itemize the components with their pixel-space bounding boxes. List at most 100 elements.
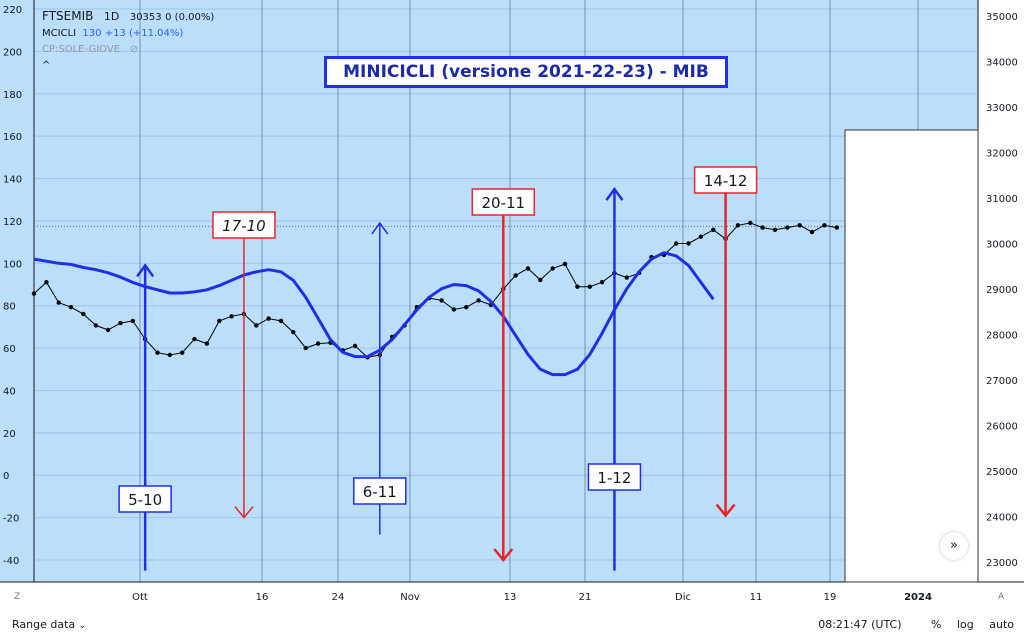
future-area-box <box>844 129 979 583</box>
left-tick-label: 180 <box>3 90 22 101</box>
price-point <box>204 341 210 346</box>
price-point <box>68 305 74 310</box>
marker-label-box <box>118 485 172 513</box>
auto-scale-toggle[interactable]: auto <box>989 618 1014 631</box>
right-tick-label: 25000 <box>986 467 1018 478</box>
auto-corner-label[interactable]: A <box>998 592 1005 602</box>
left-tick-label: 40 <box>3 386 16 397</box>
price-point <box>674 241 679 246</box>
price-point <box>315 341 321 346</box>
price-point <box>118 320 123 326</box>
price-point <box>180 350 185 355</box>
marker-label: 14-12 <box>704 172 748 190</box>
left-tick-label: 100 <box>3 259 22 270</box>
time-tick-label: 16 <box>256 592 269 603</box>
time-tick-label: Dic <box>675 592 691 603</box>
price-point <box>167 352 172 358</box>
range-data-button[interactable]: Range data ⌄ <box>12 618 86 631</box>
clock-time[interactable]: 08:21:47 (UTC) <box>818 618 902 631</box>
left-tick-label: 220 <box>3 5 22 16</box>
price-point <box>44 280 49 285</box>
price-point <box>599 280 605 285</box>
time-axis-background <box>0 582 1024 610</box>
percent-scale-toggle[interactable]: % <box>931 618 942 631</box>
zoom-corner-label[interactable]: Z <box>14 592 21 602</box>
indicator-value: 130 <box>82 28 102 39</box>
price-point <box>439 298 444 303</box>
eye-hidden-icon[interactable]: ⊘ <box>129 44 138 55</box>
right-tick-label: 29000 <box>986 285 1018 296</box>
price-point <box>291 330 296 335</box>
time-tick-label: Nov <box>400 592 420 603</box>
right-tick-label: 23000 <box>986 558 1018 569</box>
price-point <box>538 277 543 283</box>
price-point <box>550 266 555 271</box>
price-point <box>464 305 469 310</box>
cycle-markers: 5-10 17-10 6-11 20-11 1-12 14-12 <box>118 166 758 571</box>
price-point <box>303 345 308 351</box>
price-point <box>587 284 592 289</box>
interval-label[interactable]: 1D <box>103 10 120 23</box>
price-point <box>278 318 284 324</box>
chart-legend: FTSEMIB 1D 30353 0 (0.00%) MCICLI 130 +1… <box>42 8 214 74</box>
indicator-change: +13 (+11.04%) <box>104 28 184 39</box>
price-point <box>834 225 839 230</box>
right-tick-label: 28000 <box>986 331 1018 342</box>
price-point <box>451 307 457 312</box>
price-point <box>822 223 827 228</box>
price-point <box>698 234 704 239</box>
chevron-down-icon: ⌄ <box>78 621 87 631</box>
left-tick-label: 160 <box>3 132 22 143</box>
arrow-down-icon <box>234 506 254 519</box>
right-tick-label: 33000 <box>986 103 1018 114</box>
left-tick-label: 20 <box>3 429 16 440</box>
price-point <box>562 261 568 267</box>
left-tick-label: 140 <box>3 175 22 186</box>
marker-label: 20-11 <box>482 194 526 212</box>
left-tick-label: 60 <box>3 344 16 355</box>
marker-label: 17-10 <box>222 217 266 235</box>
marker-label-box <box>353 477 407 505</box>
right-tick-label: 30000 <box>986 240 1018 251</box>
time-tick-label: 2024 <box>904 592 932 603</box>
chart-title: MINICICLI (versione 2021-22-23) - MIB <box>324 56 728 88</box>
price-point <box>748 220 753 226</box>
price-point <box>624 275 629 280</box>
right-tick-label: 32000 <box>986 149 1018 160</box>
arrow-down-icon <box>715 503 736 518</box>
right-tick-label: 35000 <box>986 12 1018 23</box>
price-point <box>525 266 531 271</box>
right-axis[interactable]: 35000 34000 33000 32000 31000 30000 29000 28000… <box>986 12 1018 569</box>
time-tick-label: 21 <box>579 592 592 603</box>
price-point <box>686 241 691 246</box>
price-point <box>772 227 778 232</box>
right-tick-label: 27000 <box>986 376 1018 387</box>
marker-label: 6-11 <box>363 483 397 501</box>
right-tick-label: 34000 <box>986 58 1018 69</box>
scroll-to-realtime-button[interactable]: » <box>940 532 968 560</box>
right-tick-label: 31000 <box>986 194 1018 205</box>
left-tick-label: 0 <box>3 471 9 482</box>
symbol-name[interactable]: FTSEMIB <box>42 9 94 23</box>
double-chevron-right-icon: » <box>950 538 958 553</box>
price-point <box>217 318 222 324</box>
right-tick-label: 26000 <box>986 422 1018 433</box>
time-tick-label: 13 <box>504 592 517 603</box>
price-point <box>513 273 518 278</box>
indicator-name[interactable]: MCICLI <box>42 28 77 39</box>
log-scale-toggle[interactable]: log <box>956 618 974 631</box>
price-change: 0 (0.00%) <box>165 12 215 23</box>
price-point <box>192 336 197 342</box>
right-tick-label: 24000 <box>986 513 1018 524</box>
arrow-up-icon <box>136 263 155 278</box>
collapse-legend-button[interactable]: ^ <box>42 60 51 71</box>
time-axis[interactable]: Ott 16 24 Nov 13 21 Dic 11 19 2024 <box>0 581 1024 610</box>
price-point <box>266 316 271 321</box>
price-point <box>93 323 99 328</box>
overlay-label[interactable]: CP:SOLE-GIOVE <box>42 44 121 55</box>
price-point <box>711 227 716 232</box>
last-price: 30353 <box>129 12 162 23</box>
price-point <box>31 291 37 296</box>
